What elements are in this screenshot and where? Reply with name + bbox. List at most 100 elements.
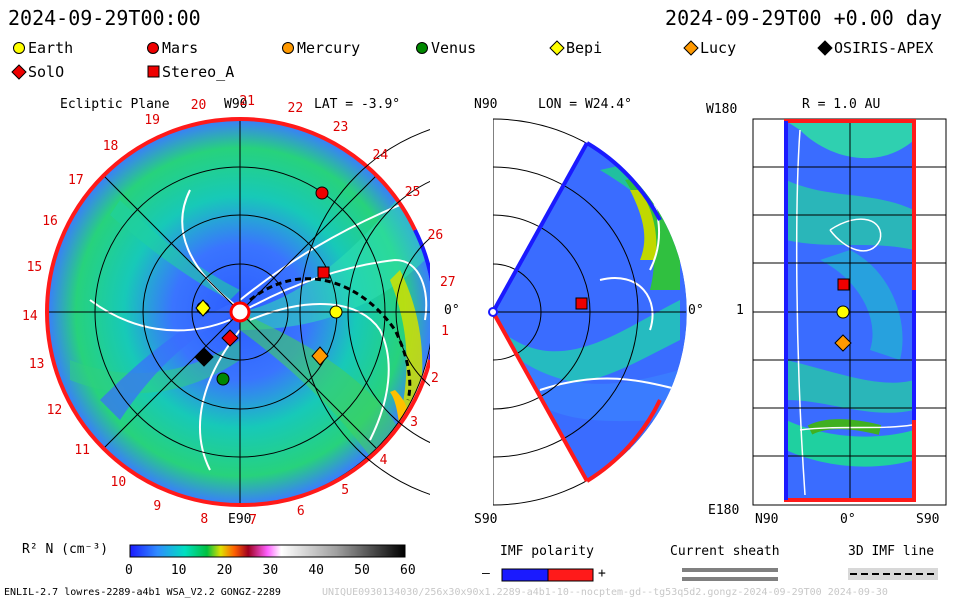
legend-label: Mars [162, 39, 199, 57]
bepi-marker [195, 299, 211, 317]
colorbar-tick: 60 [400, 563, 416, 578]
imf-line-title: 3D IMF line [848, 544, 935, 559]
radial-bottom-left: E180 [708, 503, 740, 518]
ecliptic-lat: LAT = -3.9° [314, 97, 401, 112]
colorbar-tick: 40 [308, 563, 324, 578]
carrington-label: 11 [74, 442, 90, 458]
stereo-a-marker-meridional [575, 297, 588, 310]
carrington-label: 10 [110, 475, 127, 491]
radial-top-left: W180 [706, 102, 738, 117]
carrington-label: 14 [22, 308, 38, 324]
carrington-label: 21 [239, 94, 255, 110]
colorbar-tick: 20 [216, 563, 233, 578]
legend-item-earth: Earth [12, 39, 73, 57]
imf-polarity-plus: + [598, 566, 606, 581]
footer-right: UNIQUE0930134030/256x30x90x1.2289-a4b1-1… [322, 587, 888, 598]
radial-bottom-0: 0° [840, 512, 856, 527]
legend-label: SolO [28, 63, 65, 81]
carrington-label: 12 [46, 402, 63, 418]
carrington-label: 24 [372, 147, 389, 163]
earth-marker-radial [836, 305, 850, 319]
imf-line-bg [848, 568, 938, 580]
carrington-label: 25 [404, 184, 421, 200]
legend-label: Lucy [700, 39, 737, 57]
legend-item-mercury: Mercury [281, 39, 360, 57]
colorbar-tick: 30 [262, 563, 279, 578]
meridional-right-label: 0° [688, 303, 704, 318]
carrington-label: 15 [26, 260, 43, 276]
header-time-left: 2024-09-29T00:00 [8, 6, 201, 30]
radial-mid-left: 1 [736, 303, 744, 318]
lucy-marker [311, 346, 329, 366]
radial-title: R = 1.0 AU [802, 97, 881, 112]
meridional-top-left: N90 [474, 97, 498, 112]
stereo-a-marker-radial [837, 278, 850, 291]
polarity-boundary-left [44, 117, 241, 507]
polarity-boundary-bottom [239, 359, 432, 508]
legend-label: Venus [431, 39, 477, 57]
legend-label: Bepi [566, 39, 603, 57]
imf-polarity-minus: – [482, 566, 490, 581]
carrington-label: 19 [144, 113, 160, 129]
polarity-negative [501, 568, 549, 582]
carrington-label: 9 [153, 498, 162, 514]
ecliptic-bottom-label: E90 [228, 512, 252, 527]
carrington-label: 3 [410, 415, 418, 431]
carrington-label: 27 [439, 274, 456, 290]
carrington-label: 8 [200, 511, 209, 527]
mars-marker [315, 186, 329, 200]
carrington-label: 20 [190, 98, 207, 114]
imf-polarity-title: IMF polarity [500, 544, 594, 559]
legend-item-bepi: Bepi [548, 39, 602, 57]
radial-bottom-s90: S90 [916, 512, 940, 527]
stereo-a-marker [317, 266, 330, 279]
polarity-positive [547, 568, 594, 582]
polarity-boundary-top [239, 116, 417, 231]
legend-label: Earth [28, 39, 74, 57]
colorbar-tick: 50 [354, 563, 370, 578]
carrington-label: 17 [68, 172, 84, 188]
earth-marker [329, 305, 343, 319]
current-sheath-line [682, 577, 778, 581]
meridional-lon: LON = W24.4° [538, 97, 632, 112]
carrington-label: 23 [332, 119, 349, 135]
radial-panel [752, 118, 947, 506]
colorbar-tick: 0 [125, 563, 133, 578]
header-time-right: 2024-09-29T00 +0.00 day [665, 6, 942, 30]
carrington-label: 26 [427, 227, 444, 243]
legend-item-mars: Mars [146, 39, 198, 57]
venus-marker [216, 372, 230, 386]
ecliptic-plane-panel [44, 116, 438, 508]
legend-label: Stereo_A [162, 63, 235, 81]
ecliptic-right-label: 0° [444, 303, 460, 318]
carrington-label: 18 [102, 138, 119, 154]
carrington-label: 5 [341, 483, 350, 499]
current-sheath-title: Current sheath [670, 544, 780, 559]
carrington-label: 22 [287, 101, 304, 117]
ecliptic-title: Ecliptic Plane [60, 97, 170, 112]
legend-item-osiris-apex: OSIRIS-APEX [816, 39, 933, 57]
carrington-label: 16 [42, 214, 58, 230]
colorbar [129, 544, 406, 558]
carrington-label: 1 [441, 323, 449, 339]
footer-left: ENLIL-2.7 lowres-2289-a4b1 WSA_V2.2 GONG… [4, 587, 281, 598]
ecliptic-top-label: W90 [224, 97, 248, 112]
legend-item-lucy: Lucy [682, 39, 736, 57]
colorbar-tick: 10 [170, 563, 187, 578]
sun-marker [229, 301, 251, 323]
carrington-label: 13 [28, 357, 45, 373]
carrington-label: 7 [249, 513, 257, 529]
current-sheath-line [682, 568, 778, 572]
solo-marker [221, 329, 239, 347]
legend-item-solo: SolO [10, 63, 64, 81]
lucy-marker-radial [834, 334, 852, 352]
carrington-label: 6 [296, 503, 305, 519]
legend-label: Mercury [297, 39, 361, 57]
carrington-label: 4 [379, 453, 388, 469]
legend-item-stereo-a: Stereo_A [146, 63, 234, 81]
osiris-apex-marker [194, 347, 214, 367]
meridional-bottom-left: S90 [474, 512, 498, 527]
legend-item-venus: Venus [415, 39, 476, 57]
radial-bottom-n90: N90 [755, 512, 779, 527]
